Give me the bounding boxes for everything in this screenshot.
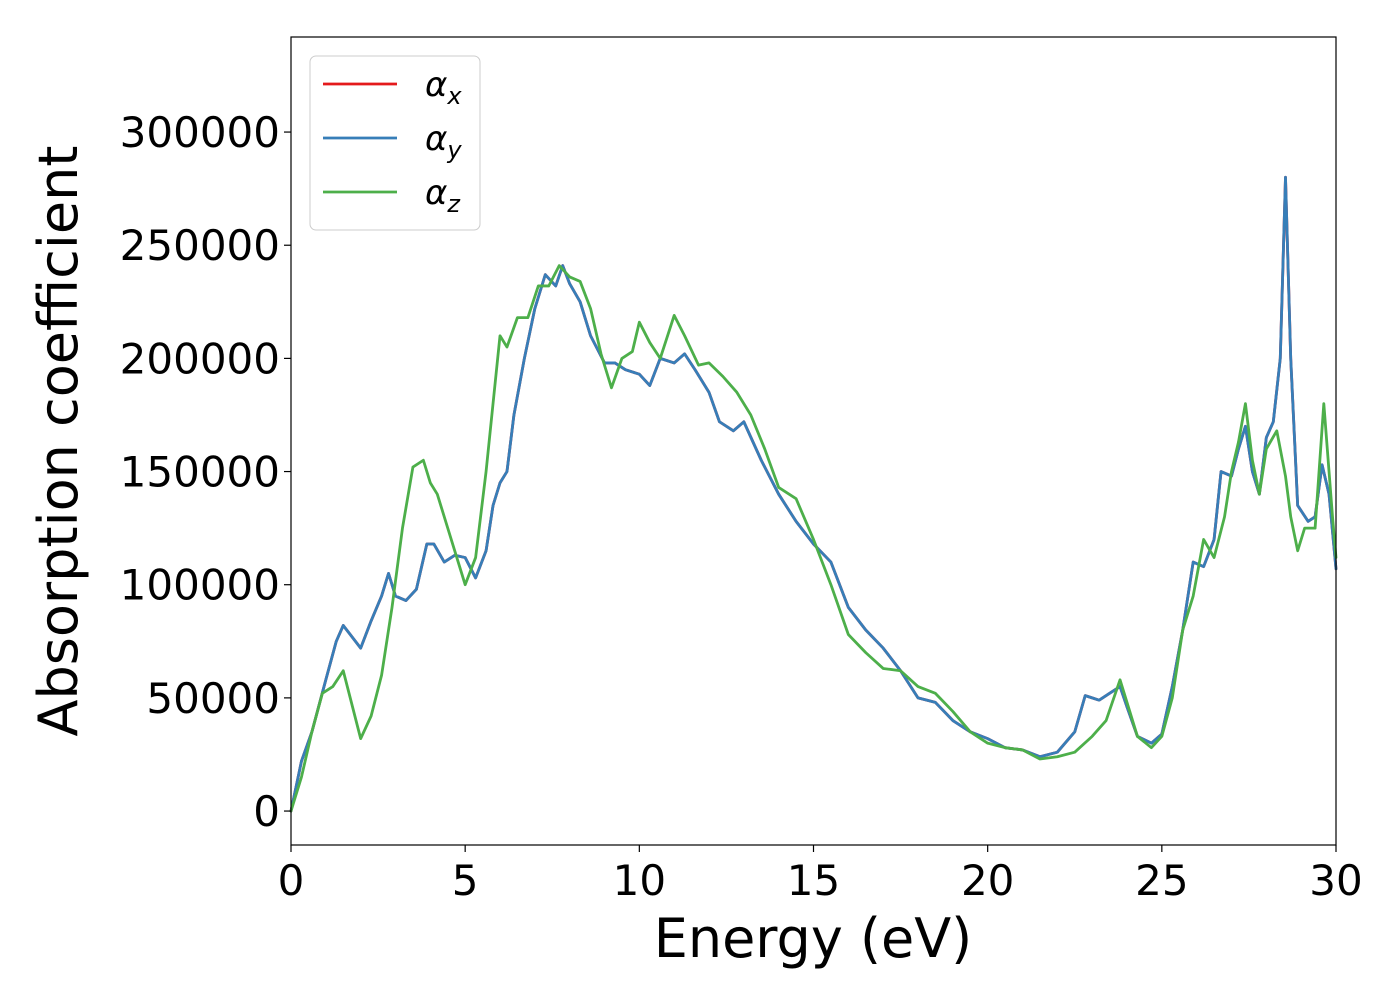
y-tick-label: 250000 <box>120 221 280 270</box>
x-tick-label: 25 <box>1135 856 1188 905</box>
x-tick-label: 30 <box>1309 856 1362 905</box>
series-line-z <box>289 264 1338 813</box>
series-line-x <box>289 175 1338 813</box>
y-tick-label: 150000 <box>120 448 280 497</box>
y-tick-label: 200000 <box>120 334 280 383</box>
series-lines <box>289 175 1338 813</box>
y-axis-label: Absorption coefficient <box>27 146 90 737</box>
legend-label-y: αy <box>425 119 462 164</box>
series-line-y <box>289 175 1338 813</box>
legend-label-z: αz <box>425 173 461 218</box>
y-tick-label: 0 <box>253 787 280 836</box>
y-tick-label: 50000 <box>146 674 280 723</box>
x-axis-ticks: 0 5 10 15 20 25 30 <box>278 845 1363 905</box>
x-axis-label: Energy (eV) <box>654 907 973 970</box>
x-tick-label: 20 <box>961 856 1014 905</box>
legend-box <box>309 55 481 231</box>
legend: αx αy αz <box>309 55 481 231</box>
y-tick-label: 100000 <box>120 561 280 610</box>
x-tick-label: 5 <box>452 856 479 905</box>
x-tick-label: 15 <box>787 856 840 905</box>
x-tick-label: 10 <box>613 856 666 905</box>
y-axis-ticks: 0 50000 100000 150000 200000 250000 300000 <box>120 108 291 836</box>
x-tick-label: 0 <box>278 856 305 905</box>
y-tick-label: 300000 <box>120 108 280 157</box>
legend-entries: αx αy αz <box>323 65 462 218</box>
legend-label-x: αx <box>425 65 462 110</box>
